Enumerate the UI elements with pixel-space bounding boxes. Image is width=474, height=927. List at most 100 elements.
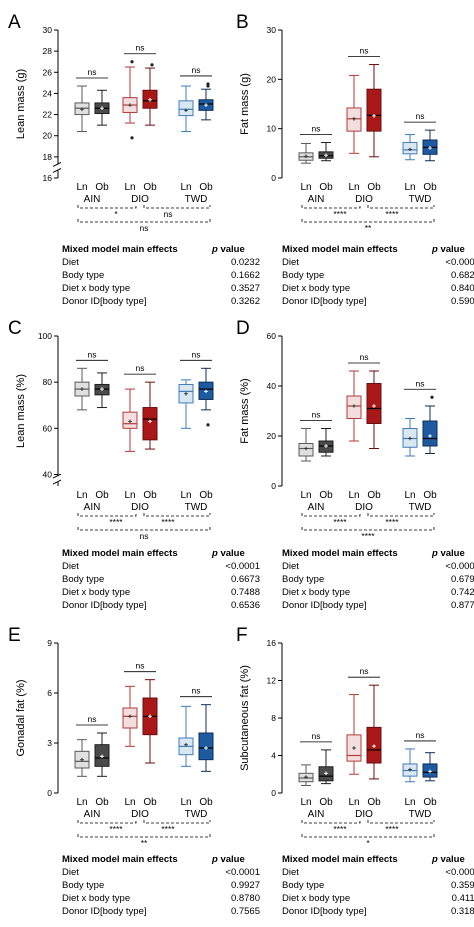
x-tick-label: Ln xyxy=(124,797,135,808)
diet-bracket-sig: **** xyxy=(361,531,375,541)
table-p-value: 0.6536 xyxy=(231,600,260,611)
box-twd-ob xyxy=(198,704,214,772)
pair-sig-label: ns xyxy=(312,731,321,741)
y-tick-label: 30 xyxy=(267,25,277,35)
x-tick-label: Ln xyxy=(76,797,87,808)
y-tick-label: 100 xyxy=(38,331,52,341)
x-tick-label: Ln xyxy=(180,182,191,193)
stats-table: Mixed model main effects p value Diet <0.00… xyxy=(282,854,474,917)
table-p-value: 0.9927 xyxy=(231,880,260,891)
y-tick-label: 26 xyxy=(43,67,53,77)
y-tick-label: 9 xyxy=(47,638,52,648)
y-tick-label: 80 xyxy=(43,377,53,387)
outlier-point xyxy=(206,82,210,86)
y-tick-label: 28 xyxy=(43,46,53,56)
diet-bracket xyxy=(301,834,435,838)
x-tick-label: Ob xyxy=(143,490,157,501)
box-twd-ln xyxy=(402,748,418,783)
diet-label: TWD xyxy=(409,194,432,205)
table-header-pvalue: p value xyxy=(431,854,465,865)
diet-label: AIN xyxy=(308,194,325,205)
stats-table: Mixed model main effects p value Diet 0.023… xyxy=(62,244,260,307)
table-effect-name: Diet x body type xyxy=(62,587,130,598)
panel-letter: B xyxy=(236,12,249,33)
stats-table: Mixed model main effects p value Diet <0.00… xyxy=(282,244,474,307)
box-dio-ln xyxy=(346,74,362,154)
y-tick-label: 20 xyxy=(267,431,277,441)
box-ain-ob xyxy=(318,428,334,457)
x-tick-label: Ob xyxy=(423,182,437,193)
y-tick-label: 60 xyxy=(43,423,53,433)
x-tick-label: Ln xyxy=(300,490,311,501)
table-p-value: <0.0001 xyxy=(445,257,474,268)
y-tick-label: 60 xyxy=(267,331,277,341)
table-p-value: <0.0001 xyxy=(445,561,474,572)
pair-sig-label: ns xyxy=(416,111,425,121)
diet-bracket-sig: ns xyxy=(164,209,173,219)
panel-A: A Lean mass (g) 16 18 20 22 24 26 28 30 Ln Ob Ln Ob Ln… xyxy=(8,12,260,307)
table-header-pvalue: p value xyxy=(431,548,465,559)
pair-sig-label: ns xyxy=(360,46,369,56)
y-tick-label: 16 xyxy=(43,173,53,183)
pair-sig-label: ns xyxy=(360,352,369,362)
diet-bracket xyxy=(143,205,211,209)
x-tick-label: Ln xyxy=(300,182,311,193)
x-tick-label: Ln xyxy=(348,182,359,193)
table-p-value: 0.3527 xyxy=(231,283,260,294)
box-dio-ln xyxy=(122,60,138,140)
table-p-value: 0.0232 xyxy=(231,257,260,268)
box-iqr xyxy=(422,420,438,447)
box-ain-ln xyxy=(74,85,90,132)
x-tick-label: Ln xyxy=(180,797,191,808)
x-tick-label: Ob xyxy=(319,182,333,193)
diet-bracket-sig: **** xyxy=(385,209,399,219)
x-tick-label: Ob xyxy=(423,797,437,808)
table-header-effects: Mixed model main effects xyxy=(62,854,178,865)
box-twd-ob xyxy=(422,395,438,454)
table-p-value: 0.3262 xyxy=(231,296,260,307)
diet-bracket-sig: ** xyxy=(141,838,148,848)
pair-sig-label: ns xyxy=(88,67,97,77)
box-twd-ob xyxy=(198,82,214,121)
diet-bracket xyxy=(301,527,435,531)
table-p-value: <0.0001 xyxy=(225,867,260,878)
x-tick-label: Ob xyxy=(367,182,381,193)
diet-bracket-sig: **** xyxy=(109,517,123,527)
diet-label: AIN xyxy=(308,502,325,513)
table-p-value: 0.7422 xyxy=(451,587,474,598)
x-tick-label: Ln xyxy=(180,490,191,501)
y-tick-label: 40 xyxy=(267,381,277,391)
pair-sig-label: ns xyxy=(136,363,145,373)
y-tick-label: 0 xyxy=(271,788,276,798)
stats-table: Mixed model main effects p value Diet <0.00… xyxy=(282,548,474,611)
panel-letter: D xyxy=(236,318,250,339)
table-effect-name: Diet xyxy=(62,561,79,572)
table-effect-name: Body type xyxy=(282,880,324,891)
y-tick-label: 22 xyxy=(43,110,53,120)
diet-bracket xyxy=(301,205,361,209)
box-twd-ob xyxy=(198,367,214,427)
outlier-point xyxy=(206,423,210,427)
outlier-point xyxy=(130,136,134,140)
diet-bracket-sig: **** xyxy=(385,517,399,527)
y-tick-label: 12 xyxy=(267,676,277,686)
x-tick-label: Ln xyxy=(348,490,359,501)
box-twd-ob xyxy=(422,752,438,782)
diet-bracket-sig: **** xyxy=(161,517,175,527)
axis-break-mark xyxy=(52,161,62,167)
pair-sig-label: ns xyxy=(136,661,145,671)
diet-label: AIN xyxy=(84,502,101,513)
table-p-value: 0.8408 xyxy=(451,283,474,294)
diet-bracket xyxy=(301,513,361,517)
box-ain-ob xyxy=(94,732,110,777)
table-effect-name: Diet xyxy=(62,867,79,878)
box-dio-ob xyxy=(366,64,382,158)
diet-bracket-sig: **** xyxy=(161,824,175,834)
diet-bracket-sig: ns xyxy=(140,531,149,541)
y-tick-label: 3 xyxy=(47,738,52,748)
table-header-effects: Mixed model main effects xyxy=(282,854,398,865)
table-effect-name: Donor ID[body type] xyxy=(62,600,147,611)
table-p-value: 0.6796 xyxy=(451,574,474,585)
x-tick-label: Ob xyxy=(95,490,109,501)
